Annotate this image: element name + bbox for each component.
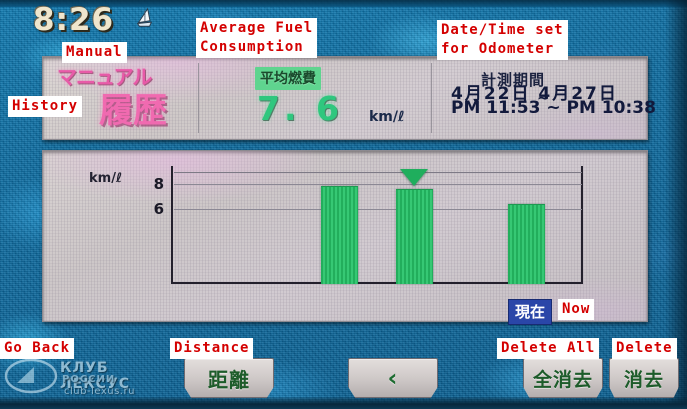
sail-navigation-icon: [136, 7, 153, 27]
chart-gridline: [174, 209, 582, 211]
mode-label-history: 履歴: [99, 91, 167, 131]
distance-button-label: 距離: [208, 367, 250, 392]
average-fuel-consumption-value: 7. 6: [257, 89, 343, 128]
delete-all-button-label: 全消去: [532, 368, 593, 391]
annotation-delete: Delete: [612, 338, 677, 359]
screen-bottom-edge: [0, 397, 687, 409]
chart-x-axis: [171, 282, 583, 284]
average-fuel-consumption-unit: km/ℓ: [369, 109, 405, 125]
annotation-manual: Manual: [62, 42, 127, 63]
chart-y-tick-label: 6: [153, 200, 164, 219]
period-time-range: PM 11:53 ~ PM 10:38: [451, 98, 656, 118]
chart-gridline: [174, 172, 582, 174]
chart-y-axis: [171, 166, 173, 284]
average-fuel-consumption-label: 平均燃費: [255, 67, 321, 90]
current-position-marker-icon: [400, 169, 428, 186]
chart-bar: [396, 189, 433, 284]
annotation-delete-all: Delete All: [497, 338, 600, 359]
annotation-now: Now: [558, 299, 595, 320]
chart-right-axis: [581, 166, 583, 284]
lexus-logo-icon: [4, 358, 58, 394]
club-lexus-watermark: КЛУБ ЛЕКСУС РОССИИ club-lexus.ru: [4, 356, 184, 400]
annotation-go-back: Go Back: [0, 338, 75, 359]
clock-display: 8:26: [33, 2, 115, 38]
screen-right-edge: [665, 0, 687, 409]
measurement-period-label: 計測期間: [481, 71, 546, 89]
chart-gridline: [174, 184, 582, 186]
screen-top-edge: [0, 0, 687, 7]
chart-y-tick-label: 8: [153, 175, 164, 194]
back-chevron-icon: ‹: [387, 364, 399, 392]
watermark-line-3: club-lexus.ru: [64, 386, 135, 397]
period-range-tilde: ~: [537, 89, 550, 107]
annotation-history: History: [8, 96, 83, 117]
chart-bar: [321, 186, 358, 284]
now-badge: 現在: [508, 299, 553, 325]
trip-info-panel: マニュアル 履歴 平均燃費 7. 6 km/ℓ 計測期間 4月22日 4月27日…: [42, 56, 656, 140]
watermark-line-1: КЛУБ ЛЕКСУС: [60, 360, 130, 392]
mode-label-manual: マニュアル: [57, 65, 152, 89]
annotation-distance: Distance: [170, 338, 254, 359]
back-button[interactable]: ‹: [348, 358, 438, 398]
period-date-range: 4月22日 4月27日: [451, 84, 618, 104]
chart-y-axis-unit-label: km/ℓ: [89, 171, 123, 186]
annotation-average-fuel-consumption: Average Fuel Consumption: [196, 18, 318, 58]
delete-button-label: 消去: [623, 368, 664, 391]
distance-button[interactable]: 距離: [184, 358, 274, 398]
chart-bar: [508, 204, 545, 284]
panel-divider-right: [431, 63, 432, 133]
panel-divider-left: [198, 63, 199, 133]
fuel-history-chart-panel: km/ℓ 8 6: [42, 150, 648, 322]
delete-all-button[interactable]: 全消去: [523, 358, 603, 398]
watermark-line-2: РОССИИ: [62, 374, 116, 385]
annotation-datetime-odometer: Date/Time set for Odometer: [437, 20, 568, 60]
delete-button[interactable]: 消去: [609, 358, 679, 398]
